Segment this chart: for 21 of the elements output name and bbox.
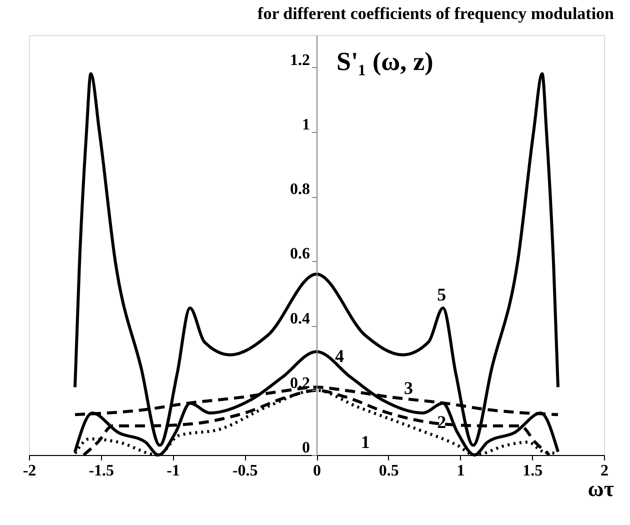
x-tick-label: -0.5 (232, 462, 258, 480)
x-tick-label: 0 (313, 462, 321, 480)
x-tick-label: 1 (456, 462, 465, 480)
annotation: 3 (404, 378, 413, 398)
y-tick-label: 1 (302, 116, 310, 134)
y-axis-title: S'₁ (ω, z) (336, 47, 434, 76)
x-tick-label: -2 (22, 462, 36, 480)
y-tick-label: 1.2 (290, 52, 310, 69)
x-tick-label: -1.5 (88, 462, 114, 480)
y-tick-label: 0.8 (290, 181, 310, 198)
x-tick-label: -1 (166, 462, 180, 480)
x-tick-label: 0.5 (378, 462, 399, 480)
x-tick-label: 1.5 (522, 462, 543, 480)
y-tick-label: 0.4 (290, 310, 310, 328)
chart-title: for different coefficients of frequency modulation (258, 4, 615, 23)
annotation: 5 (437, 284, 446, 304)
annotation: 1 (360, 432, 370, 452)
annotation: 4 (335, 346, 344, 366)
annotation: 2 (437, 412, 446, 432)
y-tick-label: 0 (302, 440, 310, 456)
y-tick-label: 0.6 (290, 246, 310, 263)
